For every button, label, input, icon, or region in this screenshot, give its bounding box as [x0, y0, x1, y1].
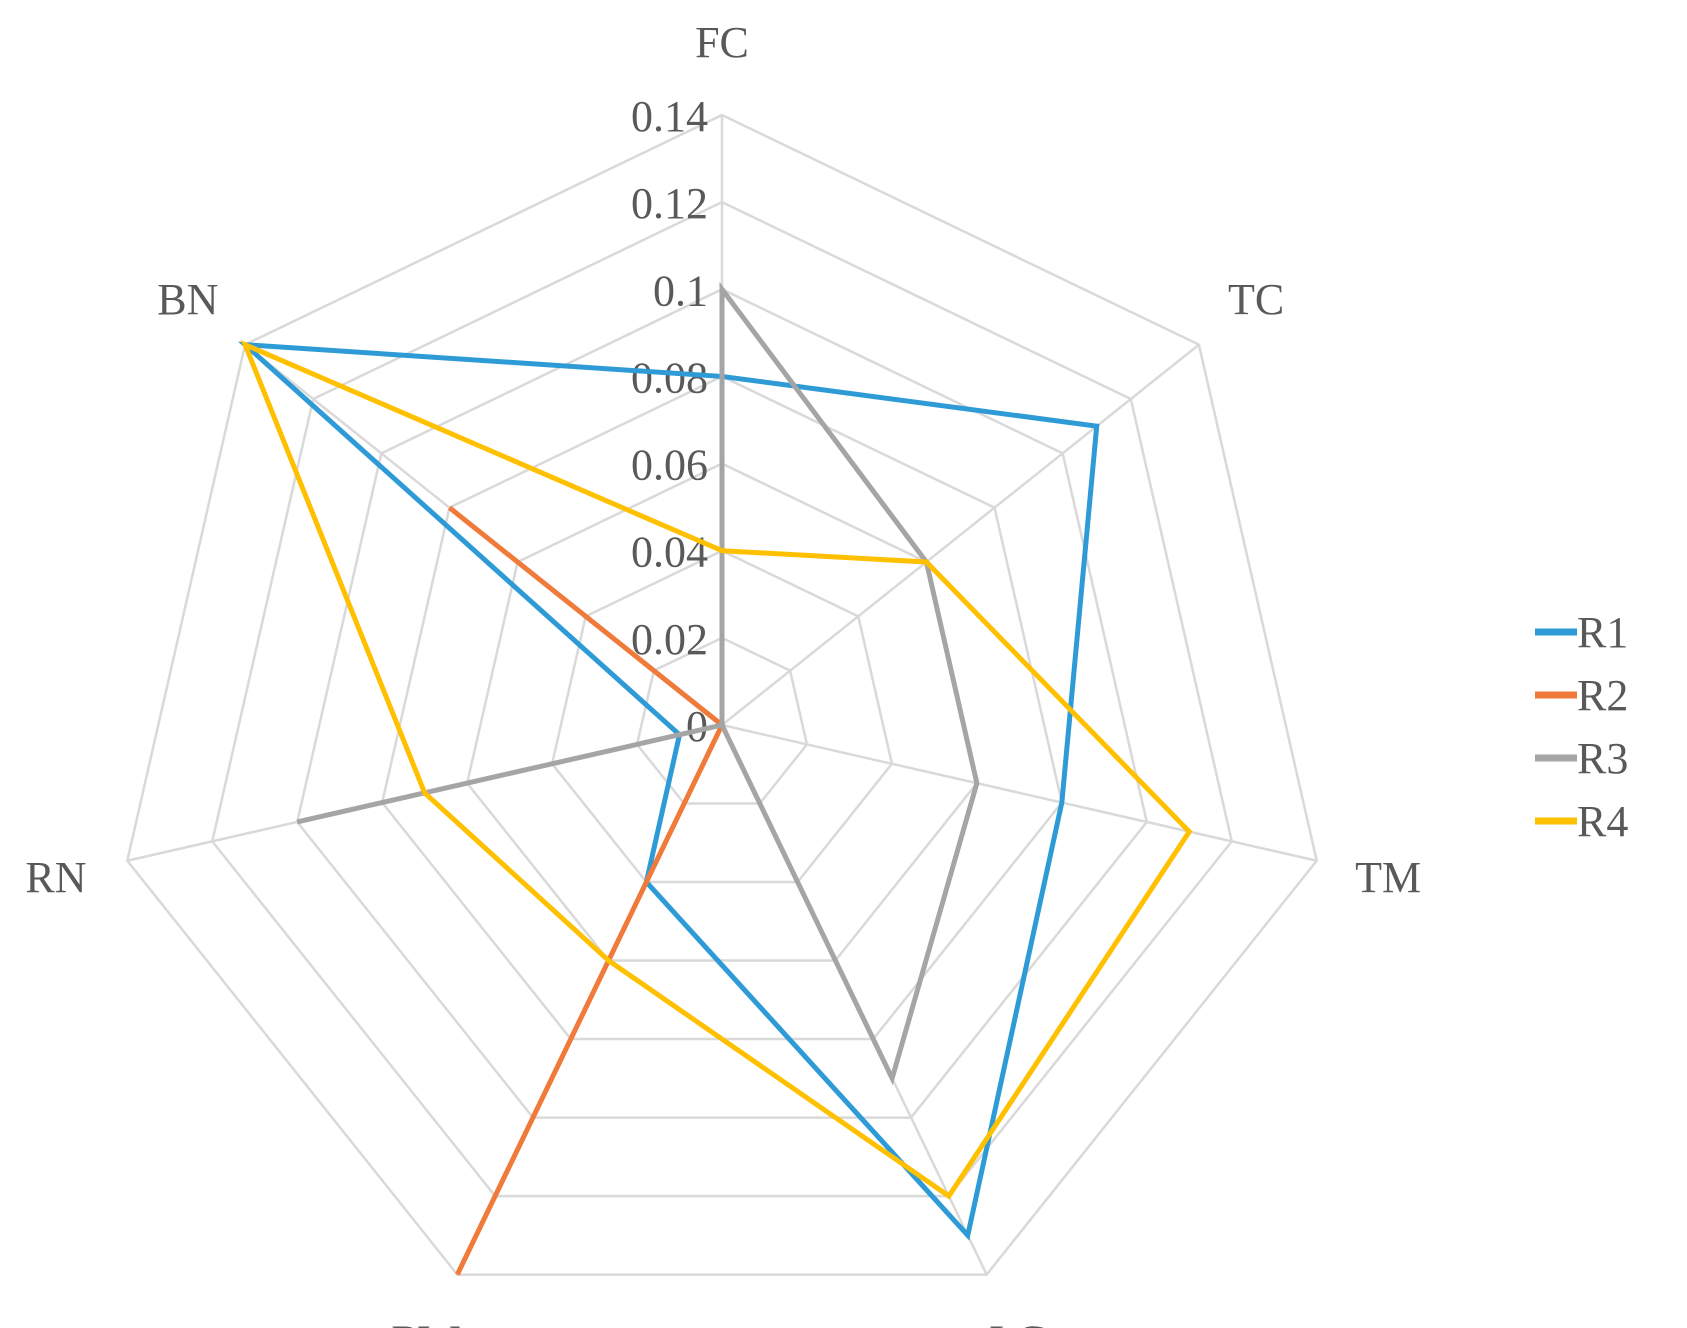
grid-ring [125, 113, 1319, 1276]
axis-label-lg: LG [989, 1317, 1048, 1328]
tick-label: 0.12 [631, 179, 708, 228]
series-line-r3 [296, 281, 980, 1086]
legend-label-r2: R2 [1577, 671, 1628, 720]
series-lines [238, 281, 1193, 1276]
grid-ring [295, 287, 1149, 1119]
grid-ring [635, 636, 809, 805]
tick-label: 0.02 [631, 615, 708, 664]
axis-label-bn: BN [157, 275, 218, 324]
tick-label: 0 [686, 702, 708, 751]
legend: R1 R2 R3 R4 [1535, 608, 1628, 846]
tick-label: 0.08 [631, 353, 708, 402]
grid-spoke [721, 343, 1200, 726]
tick-label: 0.04 [631, 528, 708, 577]
series-line-r1 [238, 341, 1100, 1241]
axis-label-tm: TM [1355, 853, 1421, 902]
legend-label-r3: R3 [1577, 734, 1628, 783]
axis-label-rw: RW [391, 1317, 460, 1328]
tick-label: 0.06 [631, 441, 708, 490]
legend-label-r4: R4 [1577, 797, 1628, 846]
grid-ring [550, 549, 894, 884]
radial-ticks: 0 0.02 0.04 0.06 0.08 0.1 0.12 0.14 [631, 92, 708, 751]
axis-label-rn: RN [25, 853, 86, 902]
grid-spoke [721, 723, 1317, 862]
legend-label-r1: R1 [1577, 608, 1628, 657]
axis-label-fc: FC [695, 18, 749, 67]
axis-label-tc: TC [1228, 275, 1284, 324]
tick-label: 0.1 [653, 266, 708, 315]
series-line-r4 [240, 339, 1193, 1200]
axis-labels: FC TC TM LG RW RN BN [25, 18, 1421, 1328]
tick-label: 0.14 [631, 92, 708, 141]
